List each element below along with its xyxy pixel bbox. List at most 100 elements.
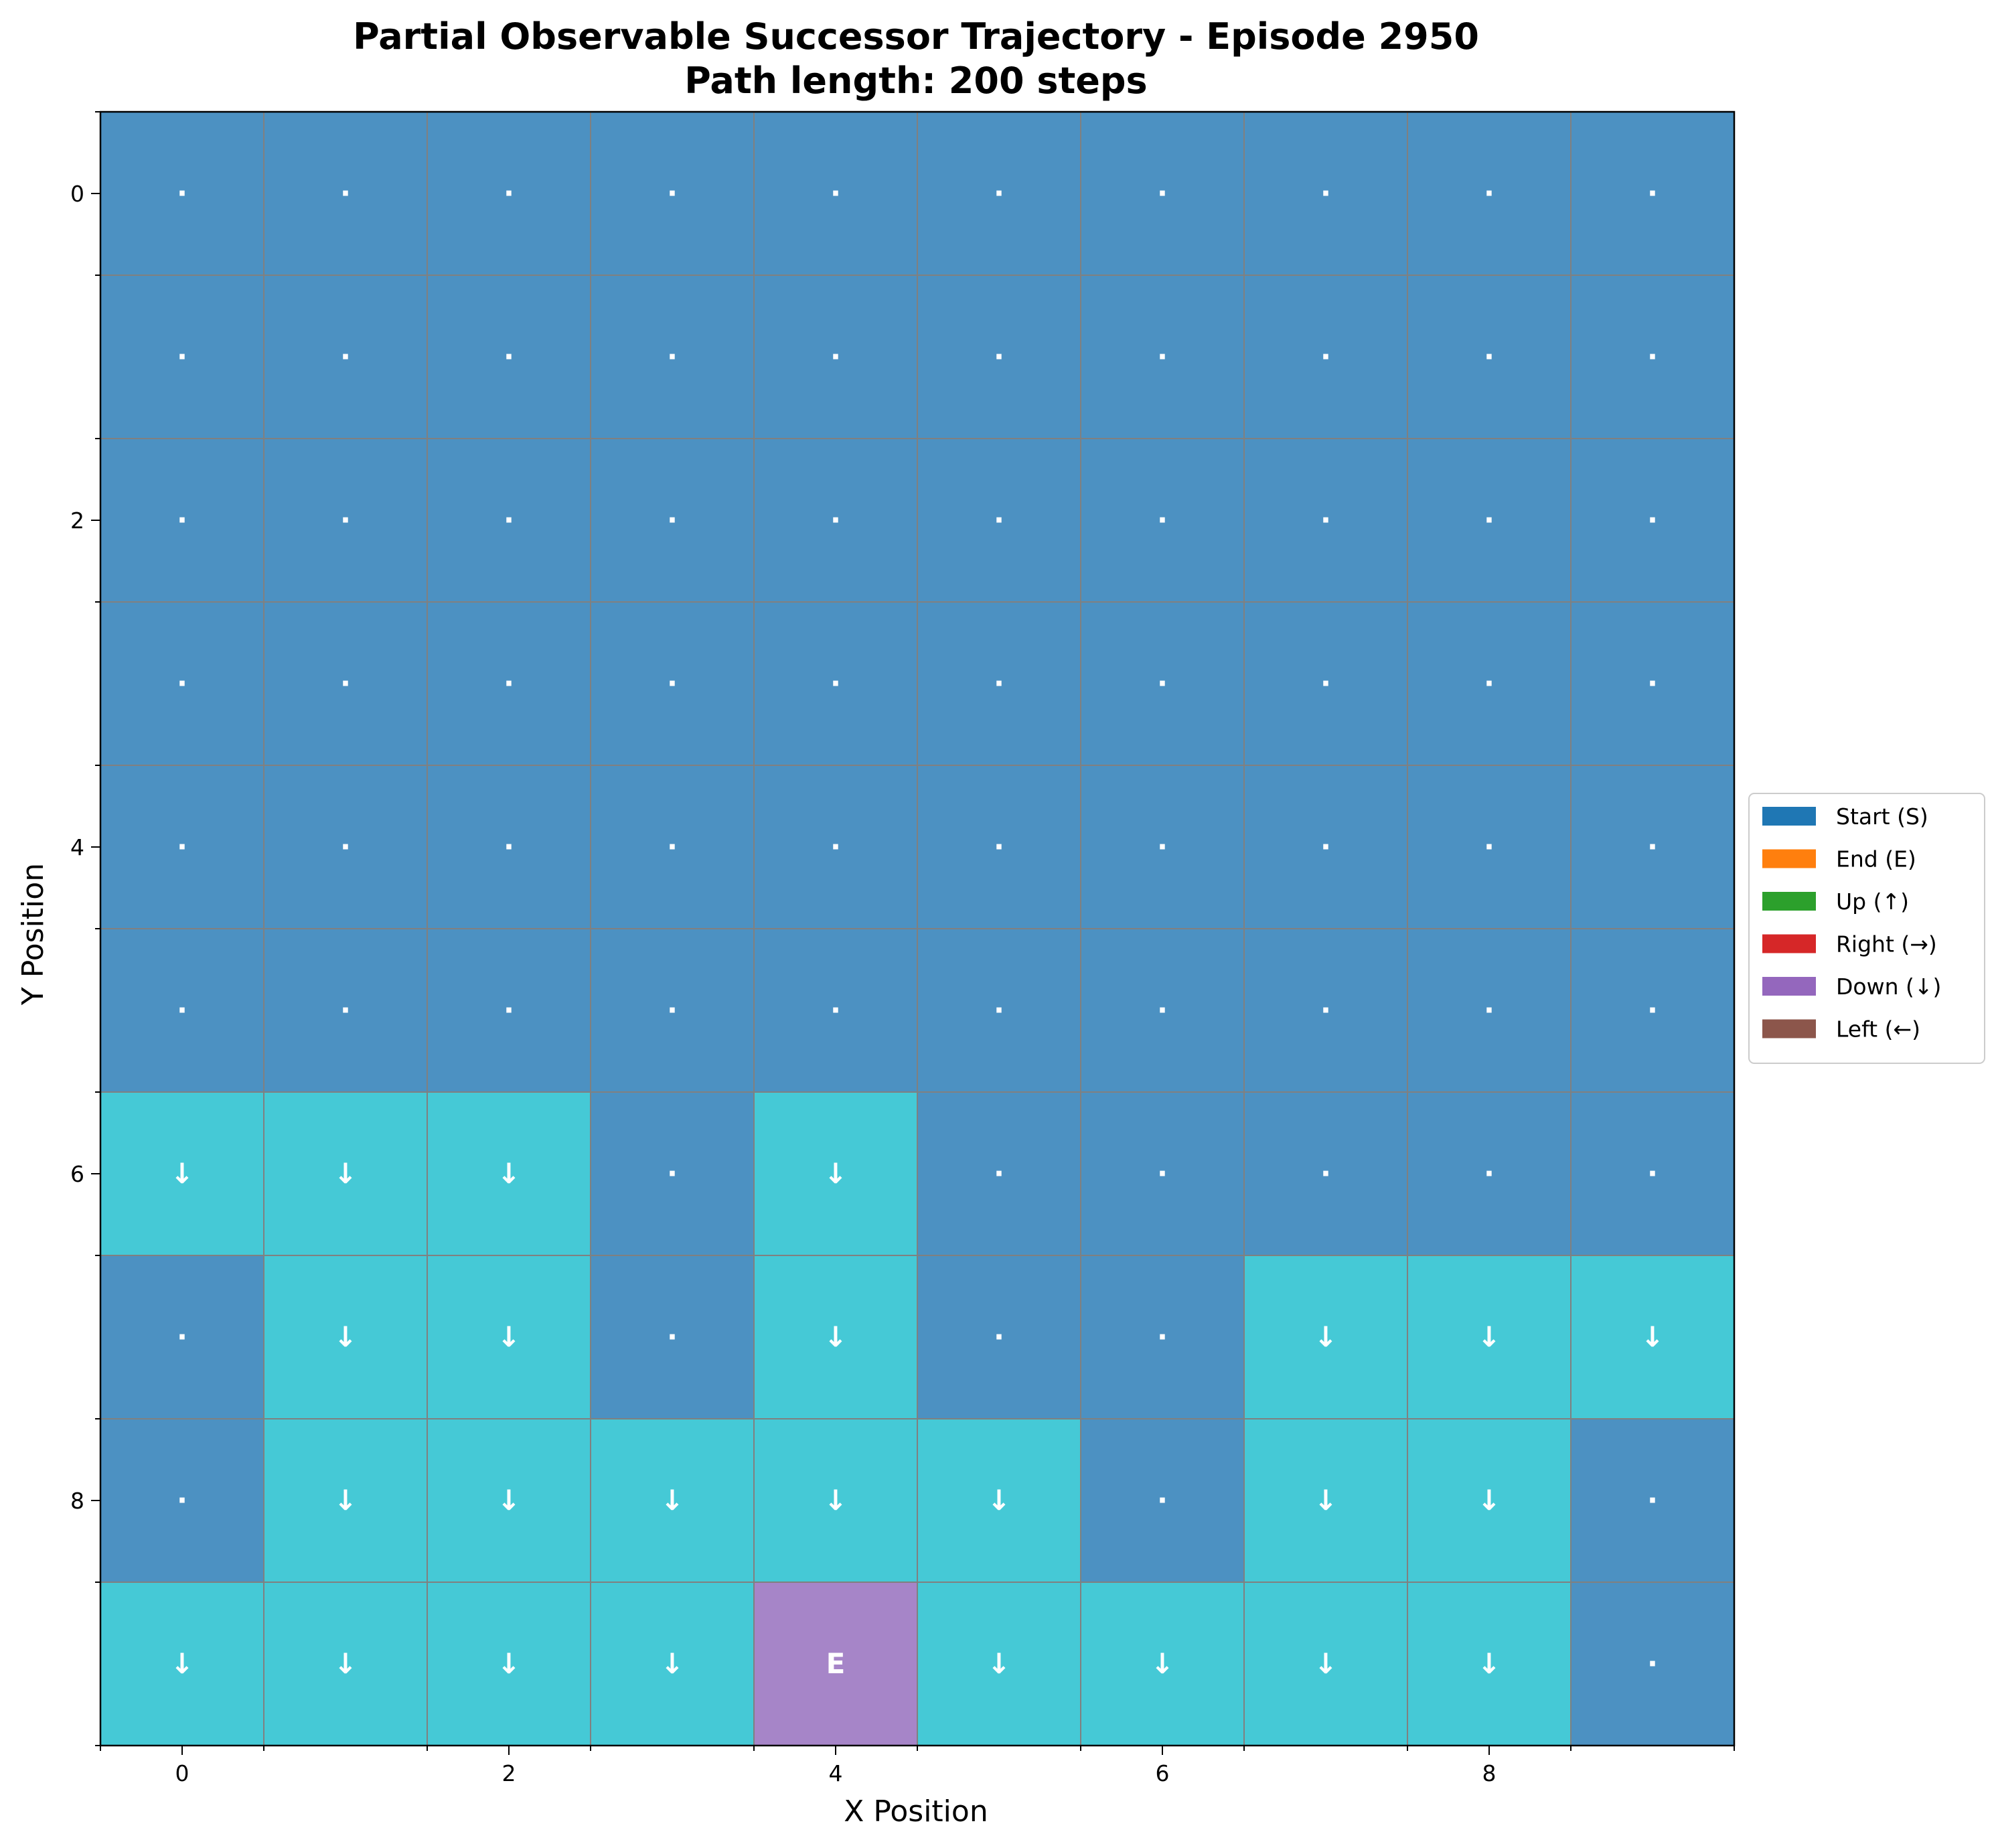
unvisited-dot: · [667, 1320, 678, 1353]
unvisited-dot: · [1157, 177, 1168, 210]
down-arrow-icon: ↓ [987, 1647, 1010, 1680]
grid-cell [264, 765, 427, 929]
unvisited-dot: · [1320, 994, 1331, 1026]
unvisited-dot: · [1647, 177, 1658, 210]
grid-cell [917, 1582, 1081, 1746]
grid-cell [917, 1092, 1081, 1255]
y-tick-label: 8 [70, 1488, 84, 1514]
unvisited-dot: · [177, 504, 187, 536]
x-tick-label: 0 [175, 1760, 189, 1786]
grid-cell [264, 1255, 427, 1419]
unvisited-dot: · [1484, 830, 1494, 863]
grid-cell [1571, 1092, 1734, 1255]
grid-cell [100, 602, 264, 765]
unvisited-dot: · [177, 830, 187, 863]
unvisited-dot: · [177, 1320, 187, 1353]
y-tick-label: 0 [70, 181, 84, 207]
grid-cell [1081, 765, 1244, 929]
grid-cell [754, 1255, 917, 1419]
grid-cell [917, 602, 1081, 765]
down-arrow-icon: ↓ [660, 1647, 684, 1680]
grid-cell [754, 1582, 917, 1746]
grid-cell [591, 929, 754, 1092]
grid-cell [1244, 1419, 1407, 1582]
unvisited-dot: · [1647, 830, 1658, 863]
grid-cell [264, 112, 427, 275]
x-tick-label: 2 [502, 1760, 516, 1786]
grid-cell [427, 1419, 591, 1582]
grid-cell [264, 1419, 427, 1582]
grid-cell [264, 929, 427, 1092]
unvisited-dot: · [667, 994, 678, 1026]
grid-cell [100, 1255, 264, 1419]
grid-cell [427, 1092, 591, 1255]
unvisited-dot: · [1484, 1157, 1494, 1190]
unvisited-dot: · [667, 1157, 678, 1190]
grid-cell [100, 765, 264, 929]
grid-cell [264, 1582, 427, 1746]
grid-cell [427, 765, 591, 929]
down-arrow-icon: ↓ [497, 1484, 520, 1517]
grid-cell [1244, 1255, 1407, 1419]
unvisited-dot: · [340, 830, 351, 863]
grid-cell [1244, 112, 1407, 275]
legend-swatch [1762, 849, 1816, 868]
legend-label: Start (S) [1836, 803, 1928, 830]
unvisited-dot: · [340, 667, 351, 700]
unvisited-dot: · [830, 504, 841, 536]
cell-symbols: · · · · · · · · · · · · · · · · · · · · · · · · · · · · · · · · · · · · · · · ·… [170, 177, 1664, 1680]
unvisited-dot: · [1320, 177, 1331, 210]
unvisited-dot: · [504, 830, 514, 863]
unvisited-dot: · [1320, 667, 1331, 700]
grid-cell [427, 275, 591, 439]
grid-cell [1571, 929, 1734, 1092]
unvisited-dot: · [830, 994, 841, 1026]
grid-cell [100, 1582, 264, 1746]
unvisited-dot: · [994, 667, 1004, 700]
y-tick-label: 6 [70, 1161, 84, 1187]
unvisited-dot: · [1157, 994, 1168, 1026]
down-arrow-icon: ↓ [333, 1647, 357, 1680]
unvisited-dot: · [1647, 1647, 1658, 1680]
y-tick-label: 2 [70, 508, 84, 534]
unvisited-dot: · [830, 177, 841, 210]
down-arrow-icon: ↓ [824, 1157, 847, 1190]
unvisited-dot: · [1647, 667, 1658, 700]
chart-subtitle: Path length: 200 steps [684, 60, 1147, 102]
grid-cell [100, 929, 264, 1092]
down-arrow-icon: ↓ [1477, 1484, 1501, 1517]
unvisited-dot: · [830, 667, 841, 700]
unvisited-dot: · [1320, 830, 1331, 863]
unvisited-dot: · [1484, 994, 1494, 1026]
grid-cell [100, 1419, 264, 1582]
grid-cell [1407, 602, 1571, 765]
grid-cell [1407, 1092, 1571, 1255]
x-axis-ticks: 0 2 4 6 8 [100, 1746, 1735, 1786]
unvisited-dot: · [504, 994, 514, 1026]
grid-cell [591, 1419, 754, 1582]
unvisited-dot: · [340, 177, 351, 210]
unvisited-dot: · [1320, 504, 1331, 536]
grid-cell [1571, 1582, 1734, 1746]
grid-cell [591, 439, 754, 602]
chart-title: Partial Observable Successor Trajectory … [353, 15, 1479, 58]
unvisited-dot: · [177, 1484, 187, 1517]
grid-cell [1081, 275, 1244, 439]
grid-cell [591, 112, 754, 275]
down-arrow-icon: ↓ [824, 1320, 847, 1353]
grid-cell [1407, 439, 1571, 602]
x-axis-label: X Position [844, 1794, 988, 1829]
unvisited-dot: · [994, 504, 1004, 536]
unvisited-dot: · [1320, 1157, 1331, 1190]
grid-cell [754, 439, 917, 602]
grid-cell [427, 439, 591, 602]
unvisited-dot: · [1484, 504, 1494, 536]
grid-cell [1081, 1092, 1244, 1255]
unvisited-dot: · [1320, 340, 1331, 373]
unvisited-dot: · [994, 1320, 1004, 1353]
unvisited-dot: · [177, 994, 187, 1026]
down-arrow-icon: ↓ [824, 1484, 847, 1517]
unvisited-dot: · [177, 667, 187, 700]
unvisited-dot: · [1647, 994, 1658, 1026]
